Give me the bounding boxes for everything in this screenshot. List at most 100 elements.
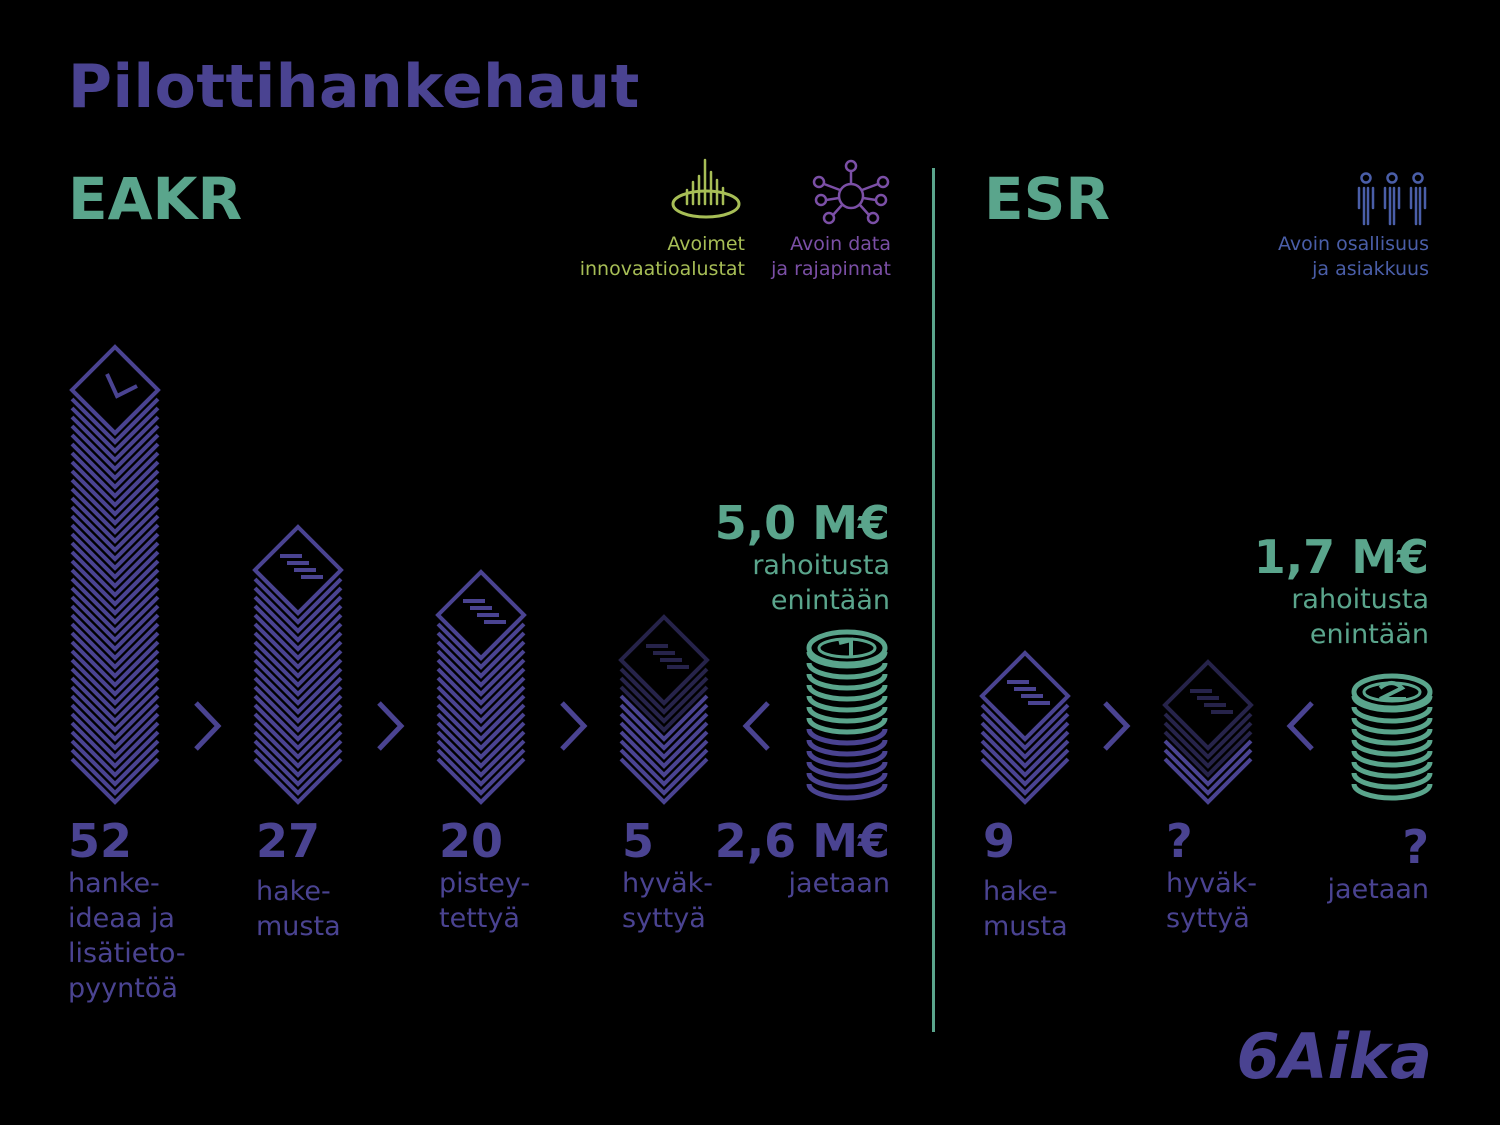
funding-label: enintään: [770, 585, 890, 616]
chevron-left-icon: [742, 701, 770, 751]
stage-applications: 9 hake- musta: [983, 816, 1068, 944]
theme-line: Avoin data: [790, 233, 891, 255]
eakr-distributed: 2,6 M€ jaetaan: [715, 816, 890, 901]
stack-layer: [436, 658, 526, 706]
funding-label: rahoitusta: [752, 550, 890, 581]
stack-layer: [253, 658, 343, 706]
coin-edge: [806, 772, 888, 790]
coin-edge: [1351, 772, 1433, 790]
stack-layer: [70, 469, 160, 517]
stack-layer: [253, 748, 343, 796]
stack-layer: [980, 721, 1070, 769]
stack-layer: [70, 478, 160, 526]
stack-layer: [980, 703, 1070, 751]
stack-layer: [980, 748, 1070, 796]
stage-label: musta: [983, 911, 1068, 942]
stack-layer: [1163, 757, 1253, 805]
stack-layer: [70, 397, 160, 445]
coin-edge: [806, 717, 888, 735]
stack-layer: [70, 496, 160, 544]
stack-layer: [70, 532, 160, 580]
stack-layer: [253, 721, 343, 769]
stack-layer: [436, 649, 526, 697]
stage-number: 52: [68, 814, 133, 868]
stack-layer: [70, 406, 160, 454]
chevron-right-icon: [194, 701, 222, 751]
stack-layer: [70, 658, 160, 706]
stage-approved: ? hyväk- syttyä: [1166, 816, 1257, 936]
stage-label: syttyä: [1166, 903, 1250, 934]
coin-edge: [806, 684, 888, 702]
chevron-right-icon: [560, 701, 588, 751]
theme-line: Avoimet: [667, 233, 745, 255]
envelope-stack-icon: [69, 344, 161, 805]
stack-layer: [70, 523, 160, 571]
distributed-label: jaetaan: [788, 868, 890, 899]
coin-edge: [1351, 761, 1433, 779]
stack-layer: [619, 685, 709, 733]
coin-edge: [806, 750, 888, 768]
stack-layer: [1163, 712, 1253, 760]
esr-funding: 1,7 M€ rahoitusta enintään: [1254, 532, 1429, 652]
stack-layer: [70, 424, 160, 472]
coin-edge: [806, 673, 888, 691]
stage-approved: 5 hyväk- syttyä: [622, 816, 713, 936]
stack-layer: [619, 667, 709, 715]
stack-layer: [253, 739, 343, 787]
coin-edge: [806, 739, 888, 757]
stack-layer: [70, 568, 160, 616]
stack-layer: [436, 748, 526, 796]
stage-number: ?: [1166, 814, 1193, 868]
theme-line: ja rajapinnat: [771, 258, 891, 280]
stack-layer: [253, 631, 343, 679]
stack-layer: [980, 757, 1070, 805]
stage-label: lisätieto-: [68, 938, 186, 969]
stack-layer: [253, 757, 343, 805]
stack-layer: [70, 640, 160, 688]
stack-layer: [70, 721, 160, 769]
stack-layer: [436, 640, 526, 688]
eakr-heading: EAKR: [68, 165, 243, 233]
stage-applications: 27 hake- musta: [256, 816, 341, 944]
stage-label: tettyä: [439, 903, 520, 934]
stack-layer: [436, 694, 526, 742]
theme-line: ja asiakkuus: [1312, 258, 1429, 280]
coin-edge: [1351, 728, 1433, 746]
theme-participation: Avoin osallisuus ja asiakkuus: [1278, 232, 1429, 282]
stack-layer: [70, 703, 160, 751]
stack-layer: [253, 640, 343, 688]
document-stack-icon: [252, 524, 344, 805]
stack-layer: [1163, 721, 1253, 769]
coin-stack-2-icon: [1351, 673, 1433, 801]
stack-layer: [70, 739, 160, 787]
stack-layer: [436, 712, 526, 760]
esr-heading: ESR: [984, 165, 1111, 233]
coin-edge: [806, 662, 888, 680]
stage-label: musta: [256, 911, 341, 942]
stage-number: 20: [439, 814, 504, 868]
stack-layer: [980, 730, 1070, 778]
stack-layer: [619, 748, 709, 796]
chevron-right-icon: [377, 701, 405, 751]
stack-layer: [70, 460, 160, 508]
coin-digit: [1378, 681, 1406, 701]
theme-innovation-platforms: Avoimet innovaatioalustat: [580, 232, 745, 282]
stack-layer: [436, 703, 526, 751]
stack-layer: [70, 550, 160, 598]
stack-layer: [70, 613, 160, 661]
stack-layer: [70, 730, 160, 778]
stack-layer: [253, 586, 343, 634]
theme-line: Avoin osallisuus: [1278, 233, 1429, 255]
stage-label: syttyä: [622, 903, 706, 934]
stack-layer: [436, 730, 526, 778]
stack-layer: [70, 559, 160, 607]
coin-edge: [1351, 750, 1433, 768]
stack-layer: [436, 739, 526, 787]
stack-layer: [980, 712, 1070, 760]
stack-layer: [619, 721, 709, 769]
funding-label: enintään: [1309, 619, 1429, 650]
coin-edge: [1351, 783, 1433, 801]
distributed-label: jaetaan: [1327, 874, 1429, 905]
stack-layer: [1163, 739, 1253, 787]
stack-layer: [436, 721, 526, 769]
